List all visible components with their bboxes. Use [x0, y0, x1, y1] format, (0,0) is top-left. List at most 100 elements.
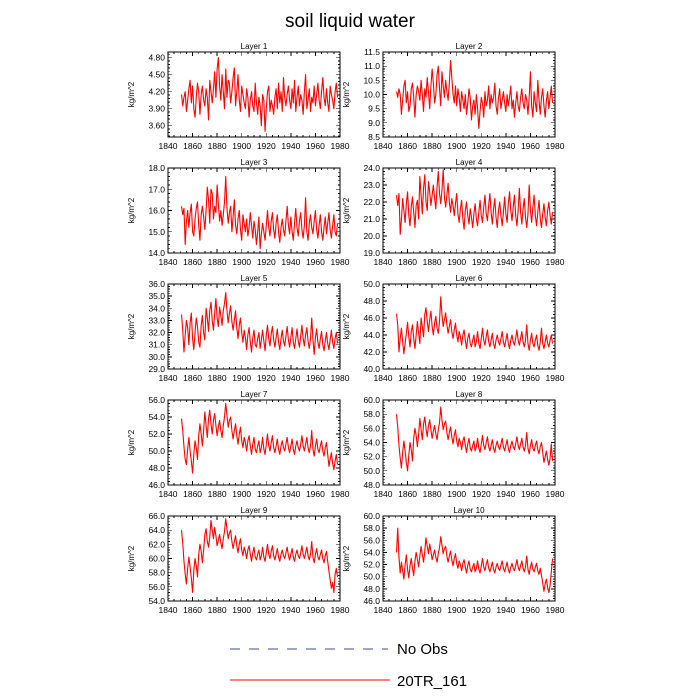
layer-6-y-tick-label: 42.0	[363, 347, 380, 357]
layer-2-series-20tr-161	[395, 59, 554, 130]
layer-8-x-tick-label: 1960	[521, 489, 540, 499]
layer-9-y-tick-label: 62.0	[148, 539, 165, 549]
layer-10-y-tick-label: 54.0	[363, 547, 380, 557]
layer-2-y-tick-label: 8.5	[368, 132, 380, 142]
layer-4-y-tick-label: 24.0	[363, 163, 380, 173]
layer-8-y-axis-label: kg/m^2	[342, 429, 351, 455]
layer-1-x-tick-label: 1940	[281, 141, 300, 151]
layer-10-panel: Layer 10 kg/m^2 1840 1860 1880 1900 1920 1940 19…	[342, 506, 565, 615]
layer-6-y-axis-label: kg/m^2	[342, 313, 351, 339]
layer-9-y-tick-label: 66.0	[148, 511, 165, 521]
layer-9-y-tick-label: 54.0	[148, 596, 165, 606]
layer-9-y-tick-label: 56.0	[148, 582, 165, 592]
layer-9-x-tick-label: 1880	[208, 605, 227, 615]
layer-5-y-tick-label: 30.0	[148, 352, 165, 362]
layer-1-x-tick-label: 1840	[159, 141, 178, 151]
layer-3-panel: Layer 3 kg/m^2 1840 1860 1880 1900 1920 1940 196…	[127, 158, 350, 267]
layer-10-x-tick-label: 1940	[496, 605, 515, 615]
layer-9-y-axis-label: kg/m^2	[127, 545, 136, 571]
layer-3-x-tick-label: 1900	[232, 257, 251, 267]
layer-3-x-tick-label: 1960	[306, 257, 325, 267]
layer-3-title: Layer 3	[241, 158, 268, 167]
layer-10-y-tick-label: 60.0	[363, 511, 380, 521]
layer-2-y-tick-label: 9.0	[368, 118, 380, 128]
layer-4-x-tick-label: 1960	[521, 257, 540, 267]
layer-8-x-tick-label: 1980	[546, 489, 565, 499]
layer-2-x-tick-label: 1880	[423, 141, 442, 151]
layer-7-series-20tr-161	[180, 402, 339, 474]
legend-label-20tr-161: 20TR_161	[397, 673, 467, 690]
layer-8-x-tick-label: 1840	[374, 489, 393, 499]
layer-1-x-tick-label: 1860	[183, 141, 202, 151]
layer-1-x-tick-label: 1880	[208, 141, 227, 151]
layer-6-x-tick-label: 1920	[472, 373, 491, 383]
layer-7-x-tick-label: 1980	[331, 489, 350, 499]
layer-5-y-tick-label: 32.0	[148, 328, 165, 338]
layer-10-y-tick-label: 46.0	[363, 596, 380, 606]
layer-7-x-tick-label: 1840	[159, 489, 178, 499]
layer-1-y-tick-label: 4.50	[148, 70, 165, 80]
layer-1-y-tick-label: 4.80	[148, 53, 165, 63]
layer-9-x-tick-label: 1900	[232, 605, 251, 615]
layer-5-x-tick-label: 1940	[281, 373, 300, 383]
layer-5-x-tick-label: 1880	[208, 373, 227, 383]
layer-10-y-tick-label: 52.0	[363, 560, 380, 570]
layer-9-x-tick-label: 1960	[306, 605, 325, 615]
layer-5-series-20tr-161	[180, 291, 339, 355]
layer-8-title: Layer 8	[456, 390, 483, 399]
layer-2-x-tick-label: 1920	[472, 141, 491, 151]
layer-9-y-tick-label: 60.0	[148, 554, 165, 564]
layer-3-y-tick-label: 18.0	[148, 163, 165, 173]
layer-4-y-axis-label: kg/m^2	[342, 197, 351, 223]
layer-5-panel: Layer 5 kg/m^2 1840 1860 1880 1900 1920 1940 196…	[127, 274, 350, 383]
layer-6-series-20tr-161	[395, 296, 554, 355]
layer-1-title: Layer 1	[241, 42, 268, 51]
layer-5-x-tick-label: 1860	[183, 373, 202, 383]
layer-8-y-tick-label: 50.0	[363, 466, 380, 476]
layer-10-y-tick-label: 48.0	[363, 584, 380, 594]
layer-9-x-tick-label: 1980	[331, 605, 350, 615]
legend: No Obs 20TR_161	[230, 641, 467, 690]
layer-4-y-tick-label: 19.0	[363, 248, 380, 258]
layer-8-x-tick-label: 1880	[423, 489, 442, 499]
chart-title: soil liquid water	[285, 11, 416, 32]
layer-7-y-tick-label: 48.0	[148, 463, 165, 473]
layer-2-y-tick-label: 11.0	[364, 61, 380, 71]
layer-7-x-tick-label: 1940	[281, 489, 300, 499]
layer-10-x-tick-label: 1880	[423, 605, 442, 615]
layer-10-x-tick-label: 1840	[374, 605, 393, 615]
layer-10-y-tick-label: 58.0	[363, 523, 380, 533]
layer-9-x-tick-label: 1840	[159, 605, 178, 615]
layer-5-x-tick-label: 1900	[232, 373, 251, 383]
layer-1-y-tick-label: 4.20	[148, 87, 165, 97]
layer-6-y-tick-label: 44.0	[363, 330, 380, 340]
layer-7-x-tick-label: 1860	[183, 489, 202, 499]
layer-8-x-tick-label: 1920	[472, 489, 491, 499]
layer-2-x-tick-label: 1900	[447, 141, 466, 151]
layer-4-x-tick-label: 1880	[423, 257, 442, 267]
layer-3-x-tick-label: 1880	[208, 257, 227, 267]
layer-6-title: Layer 6	[456, 274, 483, 283]
layer-4-series-20tr-161	[395, 169, 554, 235]
layer-3-x-tick-label: 1840	[159, 257, 178, 267]
layer-9-y-tick-label: 58.0	[148, 568, 165, 578]
layer-6-x-tick-label: 1880	[423, 373, 442, 383]
layer-1-y-axis-label: kg/m^2	[127, 81, 136, 107]
layer-4-x-tick-label: 1860	[398, 257, 417, 267]
layer-8-y-tick-label: 58.0	[363, 409, 380, 419]
layer-4-y-tick-label: 23.0	[363, 180, 380, 190]
layer-5-y-tick-label: 31.0	[148, 340, 165, 350]
layer-4-y-tick-label: 20.0	[363, 231, 380, 241]
layer-4-x-tick-label: 1980	[546, 257, 565, 267]
layer-7-x-tick-label: 1900	[232, 489, 251, 499]
layer-10-x-tick-label: 1960	[521, 605, 540, 615]
layer-4-y-tick-label: 21.0	[363, 214, 380, 224]
layer-2-y-tick-label: 10.0	[363, 90, 380, 100]
layer-7-y-tick-label: 54.0	[148, 412, 165, 422]
layer-6-plot-frame	[382, 283, 556, 370]
layer-9-x-tick-label: 1860	[183, 605, 202, 615]
layer-5-x-tick-label: 1960	[306, 373, 325, 383]
layer-10-x-tick-label: 1900	[447, 605, 466, 615]
layer-2-y-axis-label: kg/m^2	[342, 81, 351, 107]
layer-5-y-tick-label: 35.0	[148, 291, 165, 301]
